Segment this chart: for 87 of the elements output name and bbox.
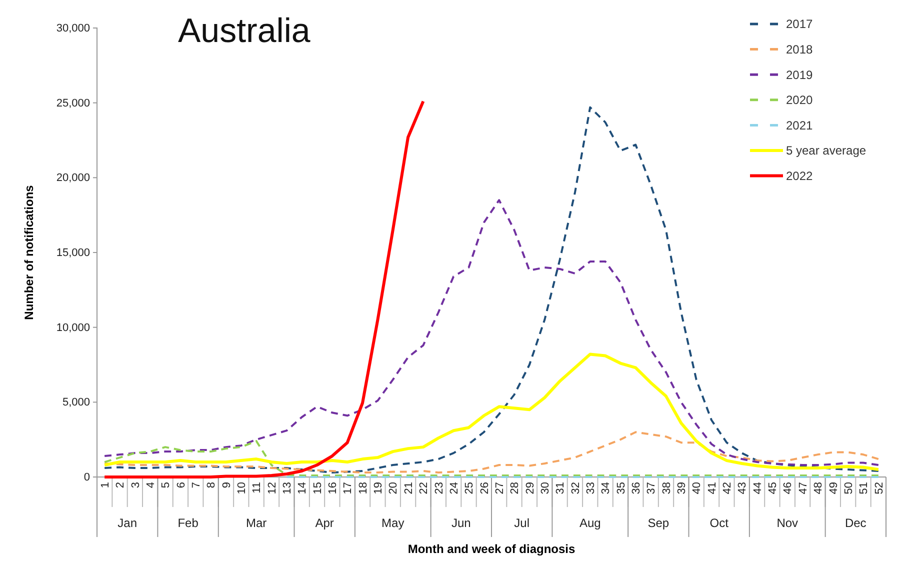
x-tick-label: 49 [828,482,840,494]
x-tick-label: 41 [706,482,718,494]
x-tick-label: 34 [600,482,612,494]
x-tick-label: 27 [494,482,506,494]
x-tick-label: 9 [220,482,233,488]
legend-label: 2021 [786,118,814,132]
x-tick-label: 2 [114,482,127,488]
x-tick-label: 43 [736,482,749,494]
x-tick-label: 6 [175,482,188,488]
x-tick-label: 25 [464,482,476,494]
line-series [103,100,425,478]
line-series [104,106,880,474]
text: Jun [451,516,471,530]
x-tick-label: 33 [584,482,597,494]
x-tick-label: 47 [797,482,810,494]
text: Dec [844,516,866,530]
text: Nov [776,516,798,530]
y-tick-label: 10,000 [56,322,90,334]
line-series [104,440,880,477]
legend-label: 5 year average [786,144,866,158]
x-tick-label: 40 [691,482,704,494]
x-tick-label: 52 [873,482,886,494]
x-tick-label: 22 [418,482,430,494]
x-tick-label: 18 [357,482,370,494]
x-tick-label: 51 [858,482,870,494]
x-tick-label: 45 [767,482,780,494]
x-tick-label: 7 [190,482,202,488]
x-tick-label: 15 [312,482,324,494]
text: Oct [710,516,730,530]
text: Sep [648,516,670,530]
x-tick-label: 38 [660,482,673,494]
text: May [382,516,404,530]
x-tick-label: 12 [266,482,278,494]
x-tick-label: 21 [402,482,415,494]
x-tick-label: 10 [236,482,248,494]
x-tick-label: 31 [554,482,567,494]
x-tick-label: 50 [842,482,855,494]
text: Mar [246,516,267,530]
legend-label: 2018 [786,42,814,56]
text: Jan [118,516,138,530]
y-tick-label: 25,000 [56,97,90,110]
x-tick-label: 24 [448,482,460,494]
x-tick-label: 44 [752,482,764,494]
x-tick-label: 1 [99,482,112,488]
text: Aug [579,516,601,530]
x-tick-label: 16 [327,482,340,494]
x-tick-label: 32 [570,482,582,494]
x-tick-label: 3 [130,482,142,488]
line-series [104,431,880,474]
y-tick-label: 15,000 [56,247,90,260]
x-tick-label: 23 [433,482,446,494]
line-series [104,199,880,466]
x-tick-label: 36 [630,482,642,494]
legend-label: 2020 [786,93,814,108]
x-tick-label: 19 [372,482,385,494]
x-tick-label: 46 [782,482,794,494]
y-tick-label: 20,000 [56,172,90,184]
text: Apr [315,516,334,530]
x-tick-label: 29 [524,482,536,494]
x-tick-label: 42 [722,482,734,494]
x-tick-label: 37 [646,482,658,494]
x-tick-label: 5 [160,482,172,488]
y-tick-label: 30,000 [56,22,90,35]
x-tick-label: 13 [282,482,294,494]
chart-title: Australia [178,12,310,50]
x-tick-label: 20 [388,482,400,494]
x-axis-title: Month and week of diagnosis [408,542,576,556]
x-tick-label: 30 [539,482,552,494]
text: Jul [514,516,530,530]
x-tick-label: 11 [251,482,264,494]
line-series [103,352,880,472]
x-tick-label: 14 [296,482,309,494]
legend-label: 2019 [786,68,814,82]
x-tick-label: 17 [342,482,354,494]
x-tick-label: 48 [812,482,825,494]
legend-label: 2022 [786,169,814,183]
x-tick-label: 8 [206,482,218,488]
y-tick-label: 5,000 [62,396,90,409]
x-tick-label: 39 [676,482,688,494]
legend-label: 2017 [786,17,814,32]
y-axis-title: Number of notifications [22,184,36,320]
x-tick-label: 26 [478,482,491,494]
x-tick-label: 4 [144,482,157,488]
x-tick-label: 35 [615,482,628,494]
text: Feb [178,516,199,530]
x-tick-label: 28 [509,482,522,494]
y-tick-label: 0 [84,472,90,484]
